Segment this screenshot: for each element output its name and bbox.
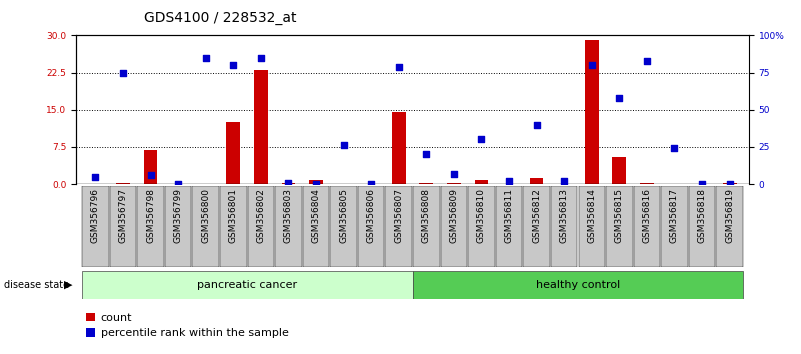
Text: GSM356807: GSM356807 [394, 188, 403, 243]
Text: GSM356802: GSM356802 [256, 188, 265, 243]
Point [420, 152, 433, 157]
Text: GSM356798: GSM356798 [146, 188, 155, 243]
Text: GSM356819: GSM356819 [725, 188, 735, 243]
Point [502, 178, 515, 184]
FancyBboxPatch shape [385, 186, 412, 267]
Point [475, 137, 488, 142]
FancyBboxPatch shape [82, 271, 413, 299]
Text: GSM356813: GSM356813 [560, 188, 569, 243]
Bar [474, 179, 489, 184]
Point [530, 122, 543, 127]
Text: GSM356811: GSM356811 [505, 188, 513, 243]
Text: GSM356815: GSM356815 [615, 188, 624, 243]
FancyBboxPatch shape [413, 186, 440, 267]
Point [89, 174, 102, 179]
Text: GSM356810: GSM356810 [477, 188, 486, 243]
Point [448, 171, 461, 177]
FancyBboxPatch shape [689, 186, 715, 267]
FancyBboxPatch shape [469, 186, 495, 267]
FancyBboxPatch shape [303, 186, 329, 267]
Text: GSM356818: GSM356818 [698, 188, 706, 243]
Point [199, 55, 212, 61]
Legend: count, percentile rank within the sample: count, percentile rank within the sample [82, 308, 293, 343]
FancyBboxPatch shape [441, 186, 467, 267]
Point [695, 181, 708, 187]
Bar [447, 183, 461, 184]
FancyBboxPatch shape [523, 186, 549, 267]
Text: GSM356801: GSM356801 [229, 188, 238, 243]
FancyBboxPatch shape [110, 186, 136, 267]
Text: GSM356803: GSM356803 [284, 188, 293, 243]
Bar [392, 112, 405, 184]
Text: pancreatic cancer: pancreatic cancer [197, 280, 297, 290]
Point [668, 145, 681, 151]
Text: GSM356797: GSM356797 [119, 188, 127, 243]
Point [337, 143, 350, 148]
FancyBboxPatch shape [662, 186, 688, 267]
Point [557, 178, 570, 184]
Point [227, 62, 239, 68]
Point [144, 172, 157, 178]
Point [171, 181, 184, 187]
Text: GSM356809: GSM356809 [449, 188, 458, 243]
Bar [420, 183, 433, 184]
FancyBboxPatch shape [413, 271, 743, 299]
FancyBboxPatch shape [137, 186, 163, 267]
Bar [143, 150, 158, 184]
Text: GSM356805: GSM356805 [339, 188, 348, 243]
FancyBboxPatch shape [276, 186, 302, 267]
Text: GDS4100 / 228532_at: GDS4100 / 228532_at [144, 11, 296, 25]
Text: ▶: ▶ [63, 280, 72, 290]
Text: GSM356817: GSM356817 [670, 188, 679, 243]
Bar [309, 180, 323, 184]
Text: GSM356804: GSM356804 [312, 188, 320, 243]
Bar [116, 183, 130, 184]
Bar [227, 122, 240, 184]
FancyBboxPatch shape [606, 186, 633, 267]
Bar [254, 70, 268, 184]
Bar [723, 183, 737, 184]
Text: GSM356799: GSM356799 [174, 188, 183, 243]
FancyBboxPatch shape [358, 186, 384, 267]
FancyBboxPatch shape [83, 186, 109, 267]
Bar [640, 183, 654, 184]
Text: GSM356800: GSM356800 [201, 188, 210, 243]
FancyBboxPatch shape [551, 186, 578, 267]
Bar [613, 157, 626, 184]
Point [586, 62, 598, 68]
Point [364, 181, 377, 187]
Point [723, 181, 736, 187]
FancyBboxPatch shape [220, 186, 247, 267]
FancyBboxPatch shape [165, 186, 191, 267]
Text: GSM356816: GSM356816 [642, 188, 651, 243]
FancyBboxPatch shape [192, 186, 219, 267]
Point [282, 180, 295, 185]
Text: GSM356796: GSM356796 [91, 188, 100, 243]
Point [310, 181, 323, 187]
FancyBboxPatch shape [716, 186, 743, 267]
Text: GSM356808: GSM356808 [422, 188, 431, 243]
Point [641, 58, 654, 63]
Point [613, 95, 626, 101]
Point [255, 55, 268, 61]
Text: GSM356814: GSM356814 [587, 188, 596, 243]
FancyBboxPatch shape [634, 186, 660, 267]
Text: GSM356806: GSM356806 [367, 188, 376, 243]
FancyBboxPatch shape [248, 186, 274, 267]
Text: healthy control: healthy control [536, 280, 620, 290]
Bar [529, 178, 544, 184]
FancyBboxPatch shape [330, 186, 356, 267]
FancyBboxPatch shape [578, 186, 605, 267]
Bar [281, 183, 296, 184]
Bar [585, 40, 598, 184]
Text: GSM356812: GSM356812 [532, 188, 541, 243]
FancyBboxPatch shape [496, 186, 522, 267]
Point [392, 64, 405, 69]
Point [117, 70, 130, 75]
Text: disease state: disease state [4, 280, 69, 290]
